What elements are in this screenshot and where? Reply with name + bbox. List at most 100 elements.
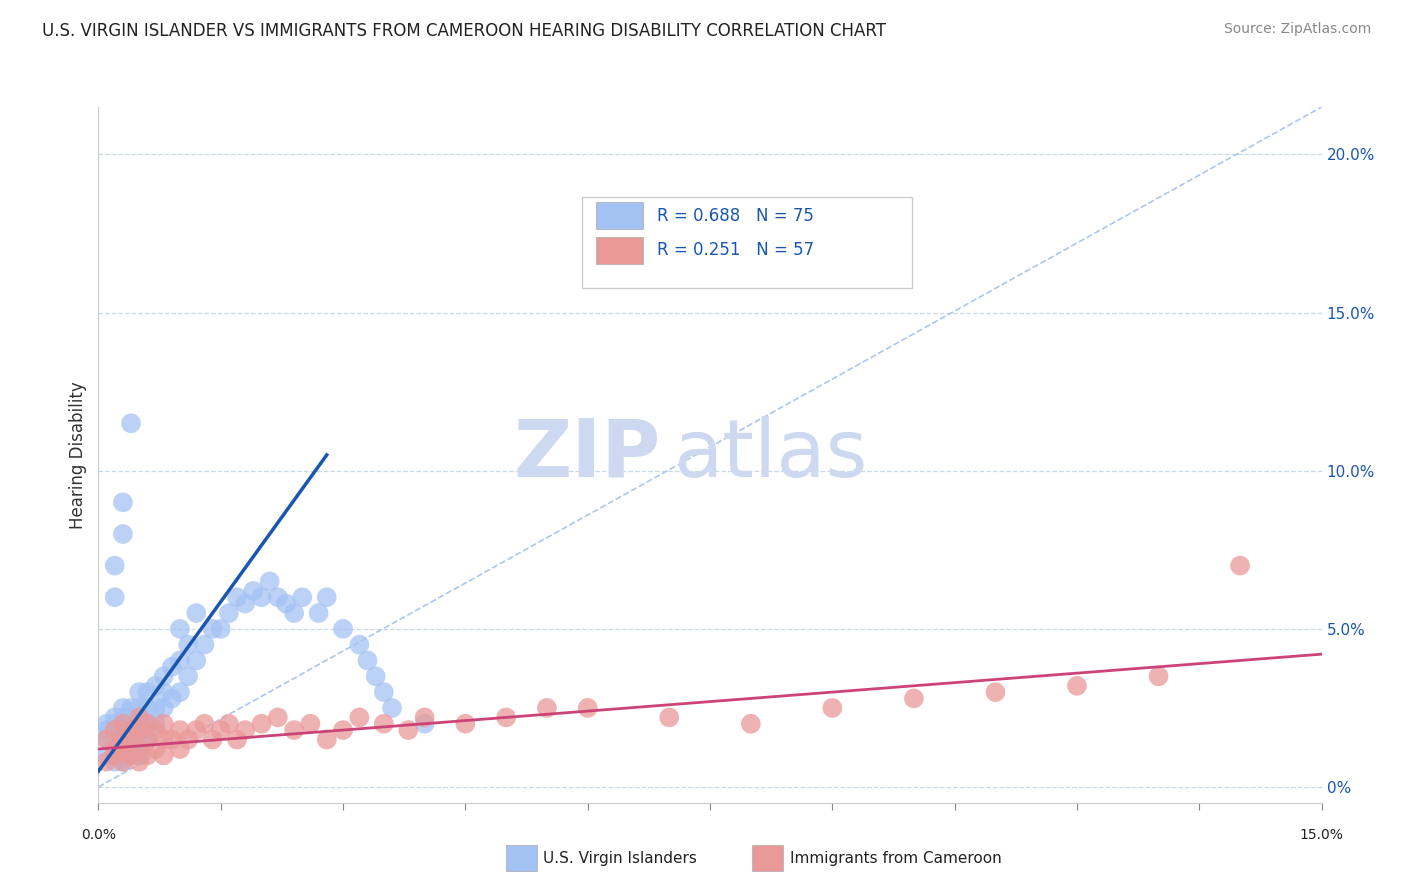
Point bbox=[120, 732, 142, 747]
Point bbox=[740, 716, 762, 731]
Point bbox=[111, 732, 134, 747]
Point bbox=[128, 755, 150, 769]
Point bbox=[104, 710, 127, 724]
Point bbox=[984, 685, 1007, 699]
Point bbox=[96, 723, 118, 737]
Point bbox=[201, 622, 224, 636]
Point bbox=[396, 723, 419, 737]
Point bbox=[136, 716, 159, 731]
Point bbox=[274, 597, 297, 611]
Point bbox=[111, 723, 134, 737]
Point bbox=[364, 669, 387, 683]
Point bbox=[201, 732, 224, 747]
Point bbox=[152, 701, 174, 715]
Point bbox=[332, 622, 354, 636]
Point bbox=[413, 716, 436, 731]
Point bbox=[356, 653, 378, 667]
Point bbox=[104, 742, 127, 756]
Point bbox=[111, 755, 134, 769]
Point bbox=[128, 685, 150, 699]
Point bbox=[250, 591, 273, 605]
Point bbox=[120, 748, 142, 763]
Point bbox=[186, 653, 208, 667]
Text: U.S. VIRGIN ISLANDER VS IMMIGRANTS FROM CAMEROON HEARING DISABILITY CORRELATION : U.S. VIRGIN ISLANDER VS IMMIGRANTS FROM … bbox=[42, 22, 886, 40]
Point bbox=[821, 701, 844, 715]
Text: atlas: atlas bbox=[673, 416, 868, 494]
Text: R = 0.251   N = 57: R = 0.251 N = 57 bbox=[658, 242, 814, 260]
Point bbox=[250, 716, 273, 731]
Point bbox=[152, 685, 174, 699]
Point bbox=[267, 710, 290, 724]
Point bbox=[283, 723, 305, 737]
Point bbox=[120, 742, 142, 756]
Point bbox=[226, 591, 249, 605]
Point bbox=[160, 732, 183, 747]
Point bbox=[145, 679, 167, 693]
Point bbox=[111, 742, 134, 756]
Point bbox=[128, 716, 150, 731]
FancyBboxPatch shape bbox=[582, 197, 912, 288]
Point bbox=[413, 710, 436, 724]
Text: R = 0.688   N = 75: R = 0.688 N = 75 bbox=[658, 207, 814, 225]
Point bbox=[536, 701, 558, 715]
Point bbox=[104, 558, 127, 573]
Point bbox=[160, 660, 183, 674]
Point bbox=[120, 701, 142, 715]
Point bbox=[332, 723, 354, 737]
Point bbox=[169, 723, 191, 737]
Point bbox=[349, 638, 371, 652]
Point bbox=[111, 732, 134, 747]
Point bbox=[136, 716, 159, 731]
Point bbox=[104, 755, 127, 769]
Point bbox=[308, 606, 330, 620]
Point bbox=[104, 723, 127, 737]
Point bbox=[169, 685, 191, 699]
Point bbox=[169, 653, 191, 667]
Point bbox=[209, 723, 232, 737]
Point bbox=[120, 723, 142, 737]
Point bbox=[160, 691, 183, 706]
Point bbox=[104, 716, 127, 731]
Point bbox=[903, 691, 925, 706]
Point bbox=[1229, 558, 1251, 573]
Y-axis label: Hearing Disability: Hearing Disability bbox=[69, 381, 87, 529]
Point bbox=[177, 638, 200, 652]
Point bbox=[233, 723, 256, 737]
Point bbox=[373, 685, 395, 699]
FancyBboxPatch shape bbox=[596, 237, 643, 263]
Text: 15.0%: 15.0% bbox=[1299, 828, 1344, 842]
Text: ZIP: ZIP bbox=[513, 416, 661, 494]
Point bbox=[576, 701, 599, 715]
Point bbox=[186, 606, 208, 620]
Point bbox=[145, 742, 167, 756]
Point bbox=[128, 748, 150, 763]
Point bbox=[152, 732, 174, 747]
Point bbox=[120, 732, 142, 747]
Point bbox=[136, 685, 159, 699]
Point bbox=[495, 710, 517, 724]
Point bbox=[315, 591, 337, 605]
Point bbox=[111, 748, 134, 763]
Point bbox=[128, 701, 150, 715]
Point bbox=[120, 417, 142, 431]
Point bbox=[349, 710, 371, 724]
Point bbox=[315, 732, 337, 747]
Point bbox=[193, 638, 215, 652]
Point bbox=[145, 723, 167, 737]
Point bbox=[96, 732, 118, 747]
Point bbox=[169, 622, 191, 636]
Point bbox=[96, 748, 118, 763]
Point bbox=[104, 591, 127, 605]
Text: 0.0%: 0.0% bbox=[82, 828, 115, 842]
Point bbox=[226, 732, 249, 747]
Point bbox=[242, 583, 264, 598]
Point bbox=[111, 701, 134, 715]
FancyBboxPatch shape bbox=[596, 202, 643, 229]
Point bbox=[111, 527, 134, 541]
Text: Source: ZipAtlas.com: Source: ZipAtlas.com bbox=[1223, 22, 1371, 37]
Point bbox=[96, 755, 118, 769]
Point bbox=[104, 742, 127, 756]
Point bbox=[120, 723, 142, 737]
Point bbox=[267, 591, 290, 605]
Point bbox=[381, 701, 404, 715]
